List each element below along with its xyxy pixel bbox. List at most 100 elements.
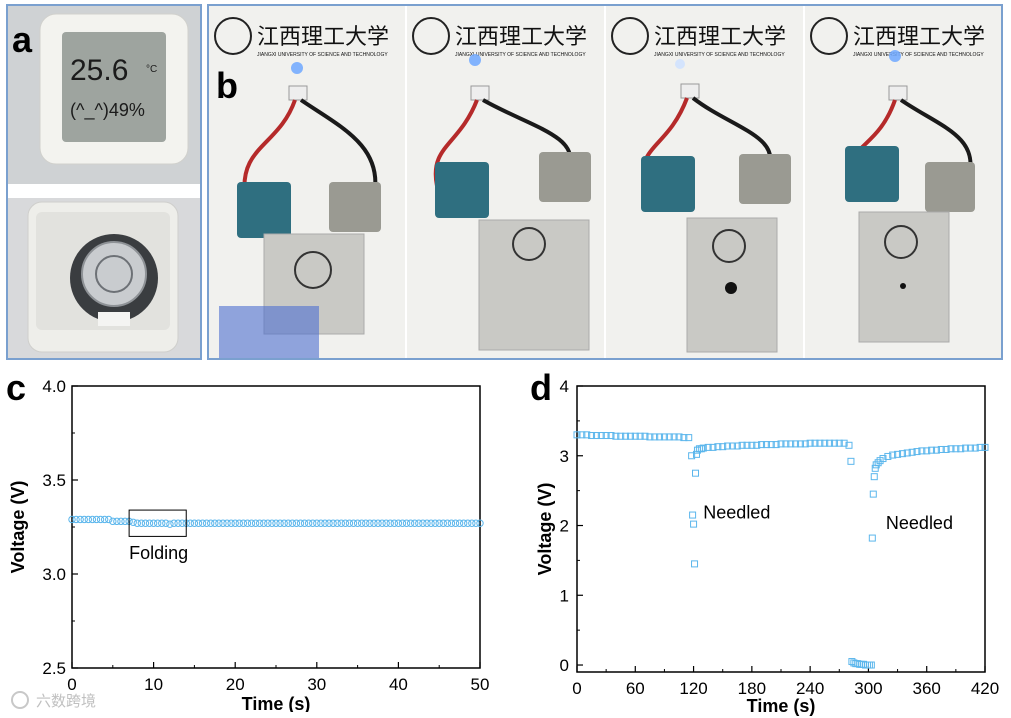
chart-d-xtick-label: 120 bbox=[679, 679, 707, 698]
photo-b-scene-3: 江西理工大学 JIANGXI UNIVERSITY OF SCIENCE AND… bbox=[606, 6, 803, 358]
chart-c: 0 10 20 30 40 50 2.5 3.0 3.5 4.0 Folding Time (s)… bbox=[8, 377, 489, 712]
chart-c-point bbox=[264, 519, 272, 527]
chart-d-point bbox=[782, 440, 790, 448]
chart-d-point bbox=[889, 451, 897, 459]
chart-c-point bbox=[345, 519, 354, 527]
chart-c-point bbox=[402, 519, 411, 527]
chart-c-point bbox=[423, 519, 431, 527]
photo-a: 25.6 °C (^_^)49% bbox=[8, 6, 200, 358]
chart-c-point bbox=[243, 519, 252, 527]
panel-letter-a: a bbox=[12, 19, 33, 60]
chart-d-point bbox=[685, 434, 693, 442]
chart-d-point bbox=[592, 432, 600, 440]
chart-d-point bbox=[699, 444, 707, 452]
chart-c-point bbox=[459, 519, 468, 527]
chart-d-point bbox=[622, 432, 630, 440]
chart-c-point bbox=[468, 519, 476, 527]
chart-c-point bbox=[386, 519, 394, 527]
chart-d-point bbox=[884, 452, 892, 460]
chart-c-point bbox=[223, 519, 231, 527]
logo-cn-3: 江西理工大学 bbox=[654, 24, 786, 49]
chart-d-point bbox=[767, 441, 775, 449]
chart-d-point bbox=[588, 432, 596, 440]
chart-c-xtick-label: 20 bbox=[226, 675, 245, 694]
panel-letter-d: d bbox=[530, 367, 552, 408]
logo-cn-2: 江西理工大学 bbox=[455, 24, 587, 49]
chart-c-point bbox=[202, 519, 211, 527]
thermometer-humidity: (^_^)49% bbox=[70, 100, 145, 121]
chart-c-point bbox=[109, 517, 117, 526]
chart-c-point bbox=[333, 519, 341, 527]
chart-d-point bbox=[728, 442, 736, 450]
chart-d-point bbox=[872, 461, 880, 469]
chart-c-point bbox=[268, 519, 276, 527]
chart-c-point bbox=[272, 519, 280, 527]
chart-c-point bbox=[153, 519, 162, 527]
thermometer-screen bbox=[62, 32, 166, 142]
chart-c-point bbox=[325, 519, 333, 527]
chart-c-point bbox=[411, 519, 419, 527]
chart-c-point bbox=[170, 519, 178, 527]
chart-d-point bbox=[867, 661, 875, 669]
chart-d-xtick-label: 180 bbox=[738, 679, 766, 698]
logo-cn-4: 江西理工大学 bbox=[853, 24, 985, 49]
chart-c-xlabel: Time (s) bbox=[242, 694, 311, 712]
chart-c-point bbox=[321, 519, 329, 527]
chart-c-point bbox=[394, 519, 403, 527]
chart-c-point bbox=[227, 519, 235, 527]
chart-d-point bbox=[583, 431, 591, 439]
chart-c-xtick-label: 0 bbox=[67, 675, 76, 694]
chart-d-point bbox=[597, 432, 605, 440]
chart-d-point bbox=[631, 432, 639, 440]
chart-c-point bbox=[145, 519, 154, 527]
chart-d-point bbox=[932, 446, 940, 454]
chart-d-point bbox=[879, 455, 887, 463]
chart-d-point bbox=[869, 490, 877, 498]
chart-c-point bbox=[68, 515, 76, 524]
chart-c-point bbox=[349, 519, 358, 527]
chart-d-xtick-label: 60 bbox=[626, 679, 645, 698]
chart-c-point bbox=[158, 519, 166, 527]
chart-d-point bbox=[724, 442, 732, 450]
thermometer-temp: 25.6 bbox=[70, 54, 128, 87]
chart-d-point bbox=[981, 443, 989, 451]
chart-d-xtick-label: 420 bbox=[971, 679, 999, 698]
chart-c-point bbox=[211, 519, 219, 527]
chart-d-point bbox=[626, 432, 634, 440]
chart-c-ytick-label: 3.0 bbox=[42, 565, 66, 584]
chart-c-point bbox=[357, 519, 366, 527]
chart-c-point bbox=[92, 515, 101, 524]
photo-b-scene-1: 江西理工大学 JIANGXI UNIVERSITY OF SCIENCE AND… bbox=[209, 6, 406, 358]
chart-c-point bbox=[255, 519, 264, 527]
chart-d-point bbox=[714, 443, 722, 451]
chart-c-point bbox=[105, 515, 113, 524]
chart-d-xtick-label: 360 bbox=[913, 679, 941, 698]
chart-c-point bbox=[337, 519, 345, 527]
chart-c-point bbox=[329, 519, 337, 527]
chart-c-point bbox=[117, 517, 125, 526]
chart-d-point bbox=[947, 445, 955, 453]
chart-d-point bbox=[971, 444, 979, 452]
chart-c-point bbox=[235, 519, 243, 527]
chart-d-xtick-label: 300 bbox=[854, 679, 882, 698]
chart-d-point bbox=[976, 443, 984, 451]
chart-d-point bbox=[680, 434, 688, 442]
logo-en-2: JIANGXI UNIVERSITY OF SCIENCE AND TECHNO… bbox=[455, 52, 586, 58]
chart-d-point bbox=[898, 450, 906, 458]
chart-d-point bbox=[607, 432, 615, 440]
chart-c-point bbox=[162, 519, 170, 527]
chart-c-point bbox=[304, 519, 313, 527]
chart-d-ytick-label: 2 bbox=[560, 517, 569, 536]
chart-d-point bbox=[840, 439, 848, 447]
chart-d-point bbox=[748, 441, 756, 449]
chart-d-point bbox=[826, 439, 834, 447]
chart-c-ytick-label: 4.0 bbox=[42, 377, 66, 396]
chart-c-point bbox=[190, 519, 199, 527]
chart-c-point bbox=[292, 519, 301, 527]
chart-c-point bbox=[137, 519, 146, 527]
chart-d-point bbox=[957, 445, 965, 453]
chart-d-point bbox=[753, 441, 761, 449]
chart-c-point bbox=[284, 519, 292, 527]
chart-c-point bbox=[296, 519, 305, 527]
chart-d-xlabel: Time (s) bbox=[747, 696, 816, 716]
